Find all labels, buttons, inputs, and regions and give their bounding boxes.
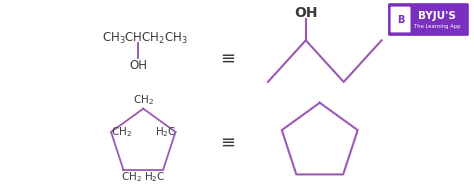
Text: ≡: ≡ xyxy=(220,49,236,67)
Text: BYJU'S: BYJU'S xyxy=(419,10,456,21)
Text: OH: OH xyxy=(294,6,318,20)
Text: H$_2$C: H$_2$C xyxy=(145,171,166,184)
Text: B: B xyxy=(397,15,404,24)
Text: CH$_3$CHCH$_2$CH$_3$: CH$_3$CHCH$_2$CH$_3$ xyxy=(102,31,188,46)
FancyBboxPatch shape xyxy=(388,3,469,36)
Text: CH$_2$: CH$_2$ xyxy=(133,93,154,107)
Text: CH$_2$: CH$_2$ xyxy=(121,171,142,184)
Text: CH$_2$: CH$_2$ xyxy=(110,125,131,139)
FancyBboxPatch shape xyxy=(391,7,410,32)
Text: OH: OH xyxy=(129,59,147,72)
Text: H$_2$C: H$_2$C xyxy=(155,125,176,139)
Text: ≡: ≡ xyxy=(220,133,236,151)
Text: The Learning App: The Learning App xyxy=(414,24,461,29)
